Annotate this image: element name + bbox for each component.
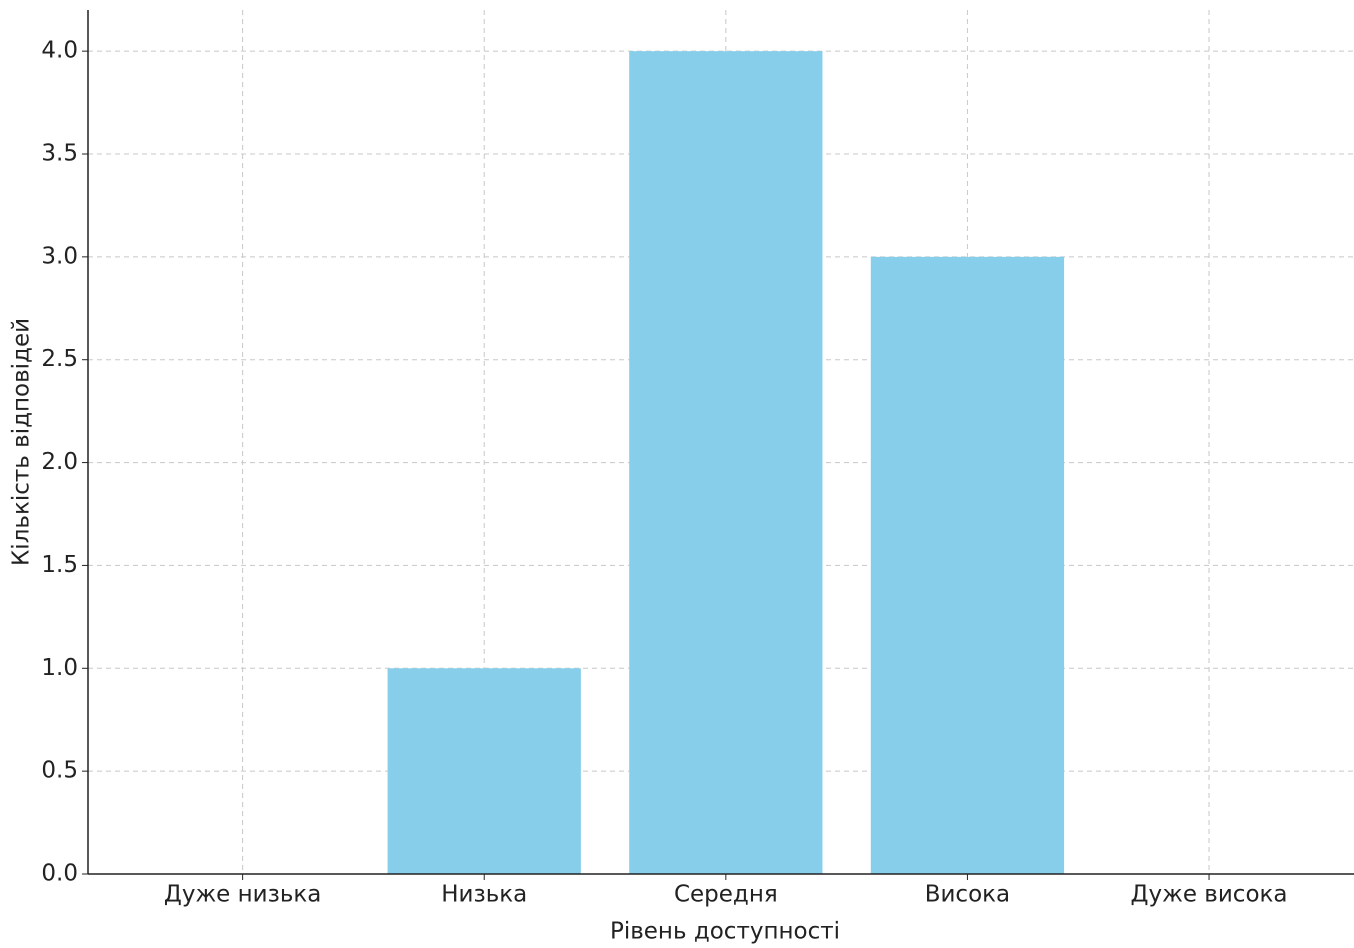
y-axis-label: Кількість відповідей bbox=[9, 318, 35, 566]
x-axis-label: Рівень доступності bbox=[610, 919, 840, 945]
y-tick-label: 2.5 bbox=[41, 346, 78, 372]
y-tick-label: 0.0 bbox=[41, 861, 78, 887]
x-tick-label: Висока bbox=[925, 882, 1010, 908]
y-tick-label: 3.5 bbox=[41, 141, 78, 167]
bar bbox=[387, 668, 581, 874]
y-tick-label: 3.0 bbox=[41, 243, 78, 269]
x-tick-label: Середня bbox=[674, 882, 778, 908]
bar bbox=[629, 51, 823, 874]
y-tick-label: 1.5 bbox=[41, 552, 78, 578]
x-tick-label: Дуже низька bbox=[164, 882, 322, 908]
y-tick-label: 1.0 bbox=[41, 655, 78, 681]
y-tick-label: 2.0 bbox=[41, 449, 78, 475]
y-tick-label: 0.5 bbox=[41, 758, 78, 784]
x-tick-label: Дуже висока bbox=[1131, 882, 1288, 908]
x-tick-label: Низька bbox=[441, 882, 527, 908]
bar bbox=[870, 256, 1065, 874]
y-tick-label: 4.0 bbox=[41, 38, 78, 64]
